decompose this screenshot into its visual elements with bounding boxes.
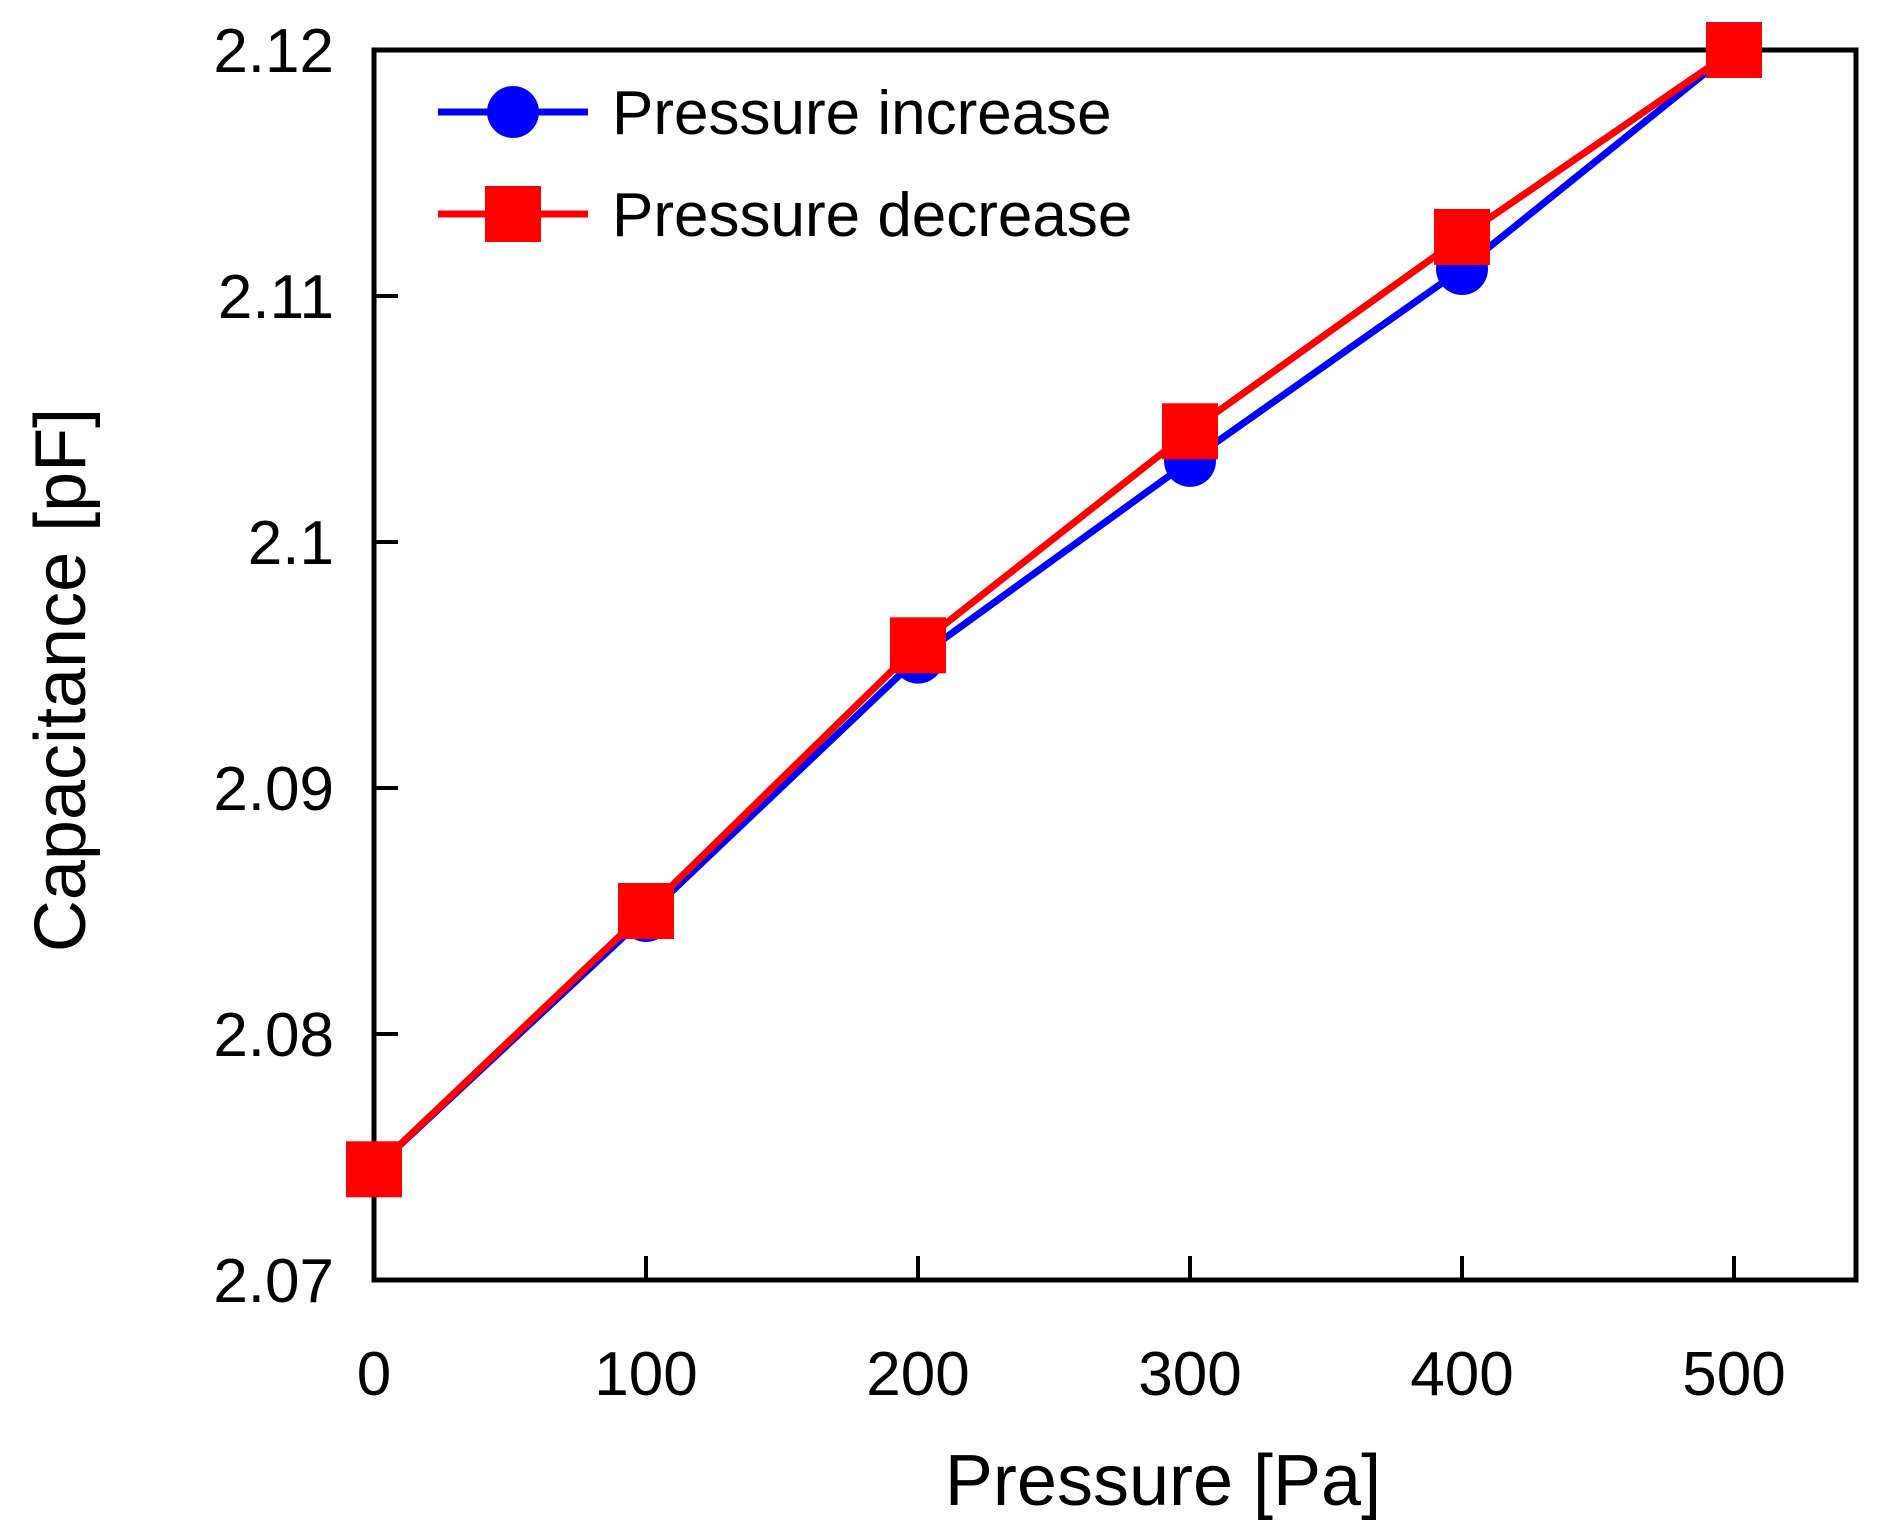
series-pressure-decrease [346, 22, 1762, 1198]
data-point [1162, 403, 1218, 460]
y-tick-label: 2.07 [213, 1247, 334, 1316]
plot-area [371, 47, 1859, 1283]
legend: Pressure increase Pressure decrease [438, 79, 1132, 250]
legend-item: Pressure decrease [438, 181, 1132, 250]
y-tick-label: 2.08 [213, 1001, 334, 1070]
x-tick-label: 300 [1138, 1340, 1241, 1409]
legend-label: Pressure increase [612, 79, 1112, 148]
series-layer [346, 22, 1762, 1198]
y-axis: 2.07 2.08 2.09 2.1 2.11 2.12 [213, 17, 398, 1316]
y-axis-title: Capacitance [pF] [21, 408, 101, 952]
series-line [371, 47, 1736, 1172]
y-tick-label: 2.1 [248, 509, 334, 578]
legend-label: Pressure decrease [612, 181, 1132, 250]
x-tick-label: 400 [1410, 1340, 1513, 1409]
legend-marker-square [485, 186, 541, 242]
plot-frame [371, 47, 1859, 1283]
legend-item: Pressure increase [438, 79, 1112, 148]
data-point [346, 1141, 402, 1198]
x-axis: 0 100 200 300 400 500 [357, 1256, 1786, 1409]
x-tick-label: 500 [1682, 1340, 1785, 1409]
y-tick-label: 2.11 [218, 263, 334, 332]
x-axis-title: Pressure [Pa] [945, 1441, 1381, 1521]
y-tick-label: 2.12 [213, 17, 334, 86]
x-tick-label: 0 [357, 1340, 391, 1409]
legend-marker-circle [487, 86, 539, 138]
data-point [1706, 22, 1762, 78]
data-point [890, 617, 946, 674]
y-tick-label: 2.09 [213, 755, 334, 824]
data-point [618, 883, 674, 939]
x-tick-label: 200 [866, 1340, 969, 1409]
x-tick-label: 100 [594, 1340, 697, 1409]
data-point [1434, 208, 1490, 265]
